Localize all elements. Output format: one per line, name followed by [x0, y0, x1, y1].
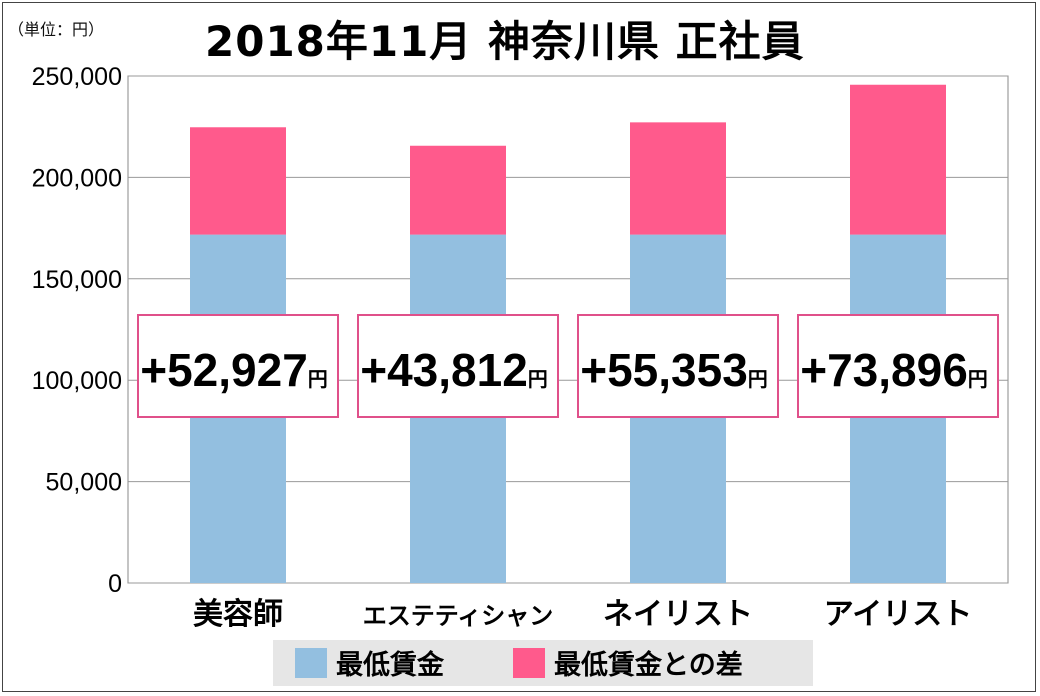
difference-label-2: +43,812円: [360, 344, 548, 396]
x-axis-categories: 美容師 エステティシャン ネイリスト アイリスト: [193, 597, 972, 632]
legend-label-1: 最低賃金: [336, 649, 445, 681]
difference-label-1: +52,927円: [140, 344, 328, 396]
difference-value: +52,927: [140, 344, 308, 396]
x-category-label-1: 美容師: [193, 597, 283, 632]
bar-difference-3: [630, 122, 726, 235]
y-tick-label: 200,000: [32, 164, 122, 192]
x-category-label-2: エステティシャン: [363, 602, 554, 630]
y-tick-label: 100,000: [32, 367, 122, 395]
y-axis-ticks: 0 50,000 100,000 150,000 200,000 250,000: [32, 63, 122, 598]
difference-label-3: +55,353円: [580, 344, 768, 396]
difference-box-1: [137, 314, 339, 418]
difference-unit: 円: [748, 367, 768, 391]
y-tick-label: 0: [108, 570, 122, 598]
bar-difference-2: [410, 145, 506, 235]
difference-label-4: +73,896円: [800, 344, 988, 396]
y-tick-label: 50,000: [46, 469, 122, 497]
legend-swatch-2: [513, 648, 545, 678]
y-tick-label: 250,000: [32, 63, 122, 91]
bar-difference-4: [850, 84, 946, 235]
difference-box-2: [357, 314, 559, 418]
difference-value: +73,896: [800, 344, 968, 396]
difference-value: +43,812: [360, 344, 528, 396]
legend: 最低賃金 最低賃金との差: [273, 640, 813, 686]
legend-label-2: 最低賃金との差: [554, 649, 743, 681]
x-category-label-4: アイリスト: [824, 597, 973, 632]
difference-box-4: [797, 314, 999, 418]
y-tick-label: 150,000: [32, 266, 122, 294]
chart-title: 2018年11月 神奈川県 正社員: [205, 17, 805, 66]
difference-unit: 円: [528, 367, 548, 391]
bar-difference-1: [190, 127, 286, 235]
difference-labels: +52,927円 +43,812円 +55,353円 +73,896円: [137, 314, 999, 418]
x-category-label-3: ネイリスト: [603, 597, 753, 632]
unit-label: （単位：円）: [8, 20, 105, 39]
legend-swatch-1: [295, 648, 327, 678]
difference-unit: 円: [308, 367, 328, 391]
difference-box-3: [577, 314, 779, 418]
difference-value: +55,353: [580, 344, 748, 396]
difference-unit: 円: [968, 367, 988, 391]
